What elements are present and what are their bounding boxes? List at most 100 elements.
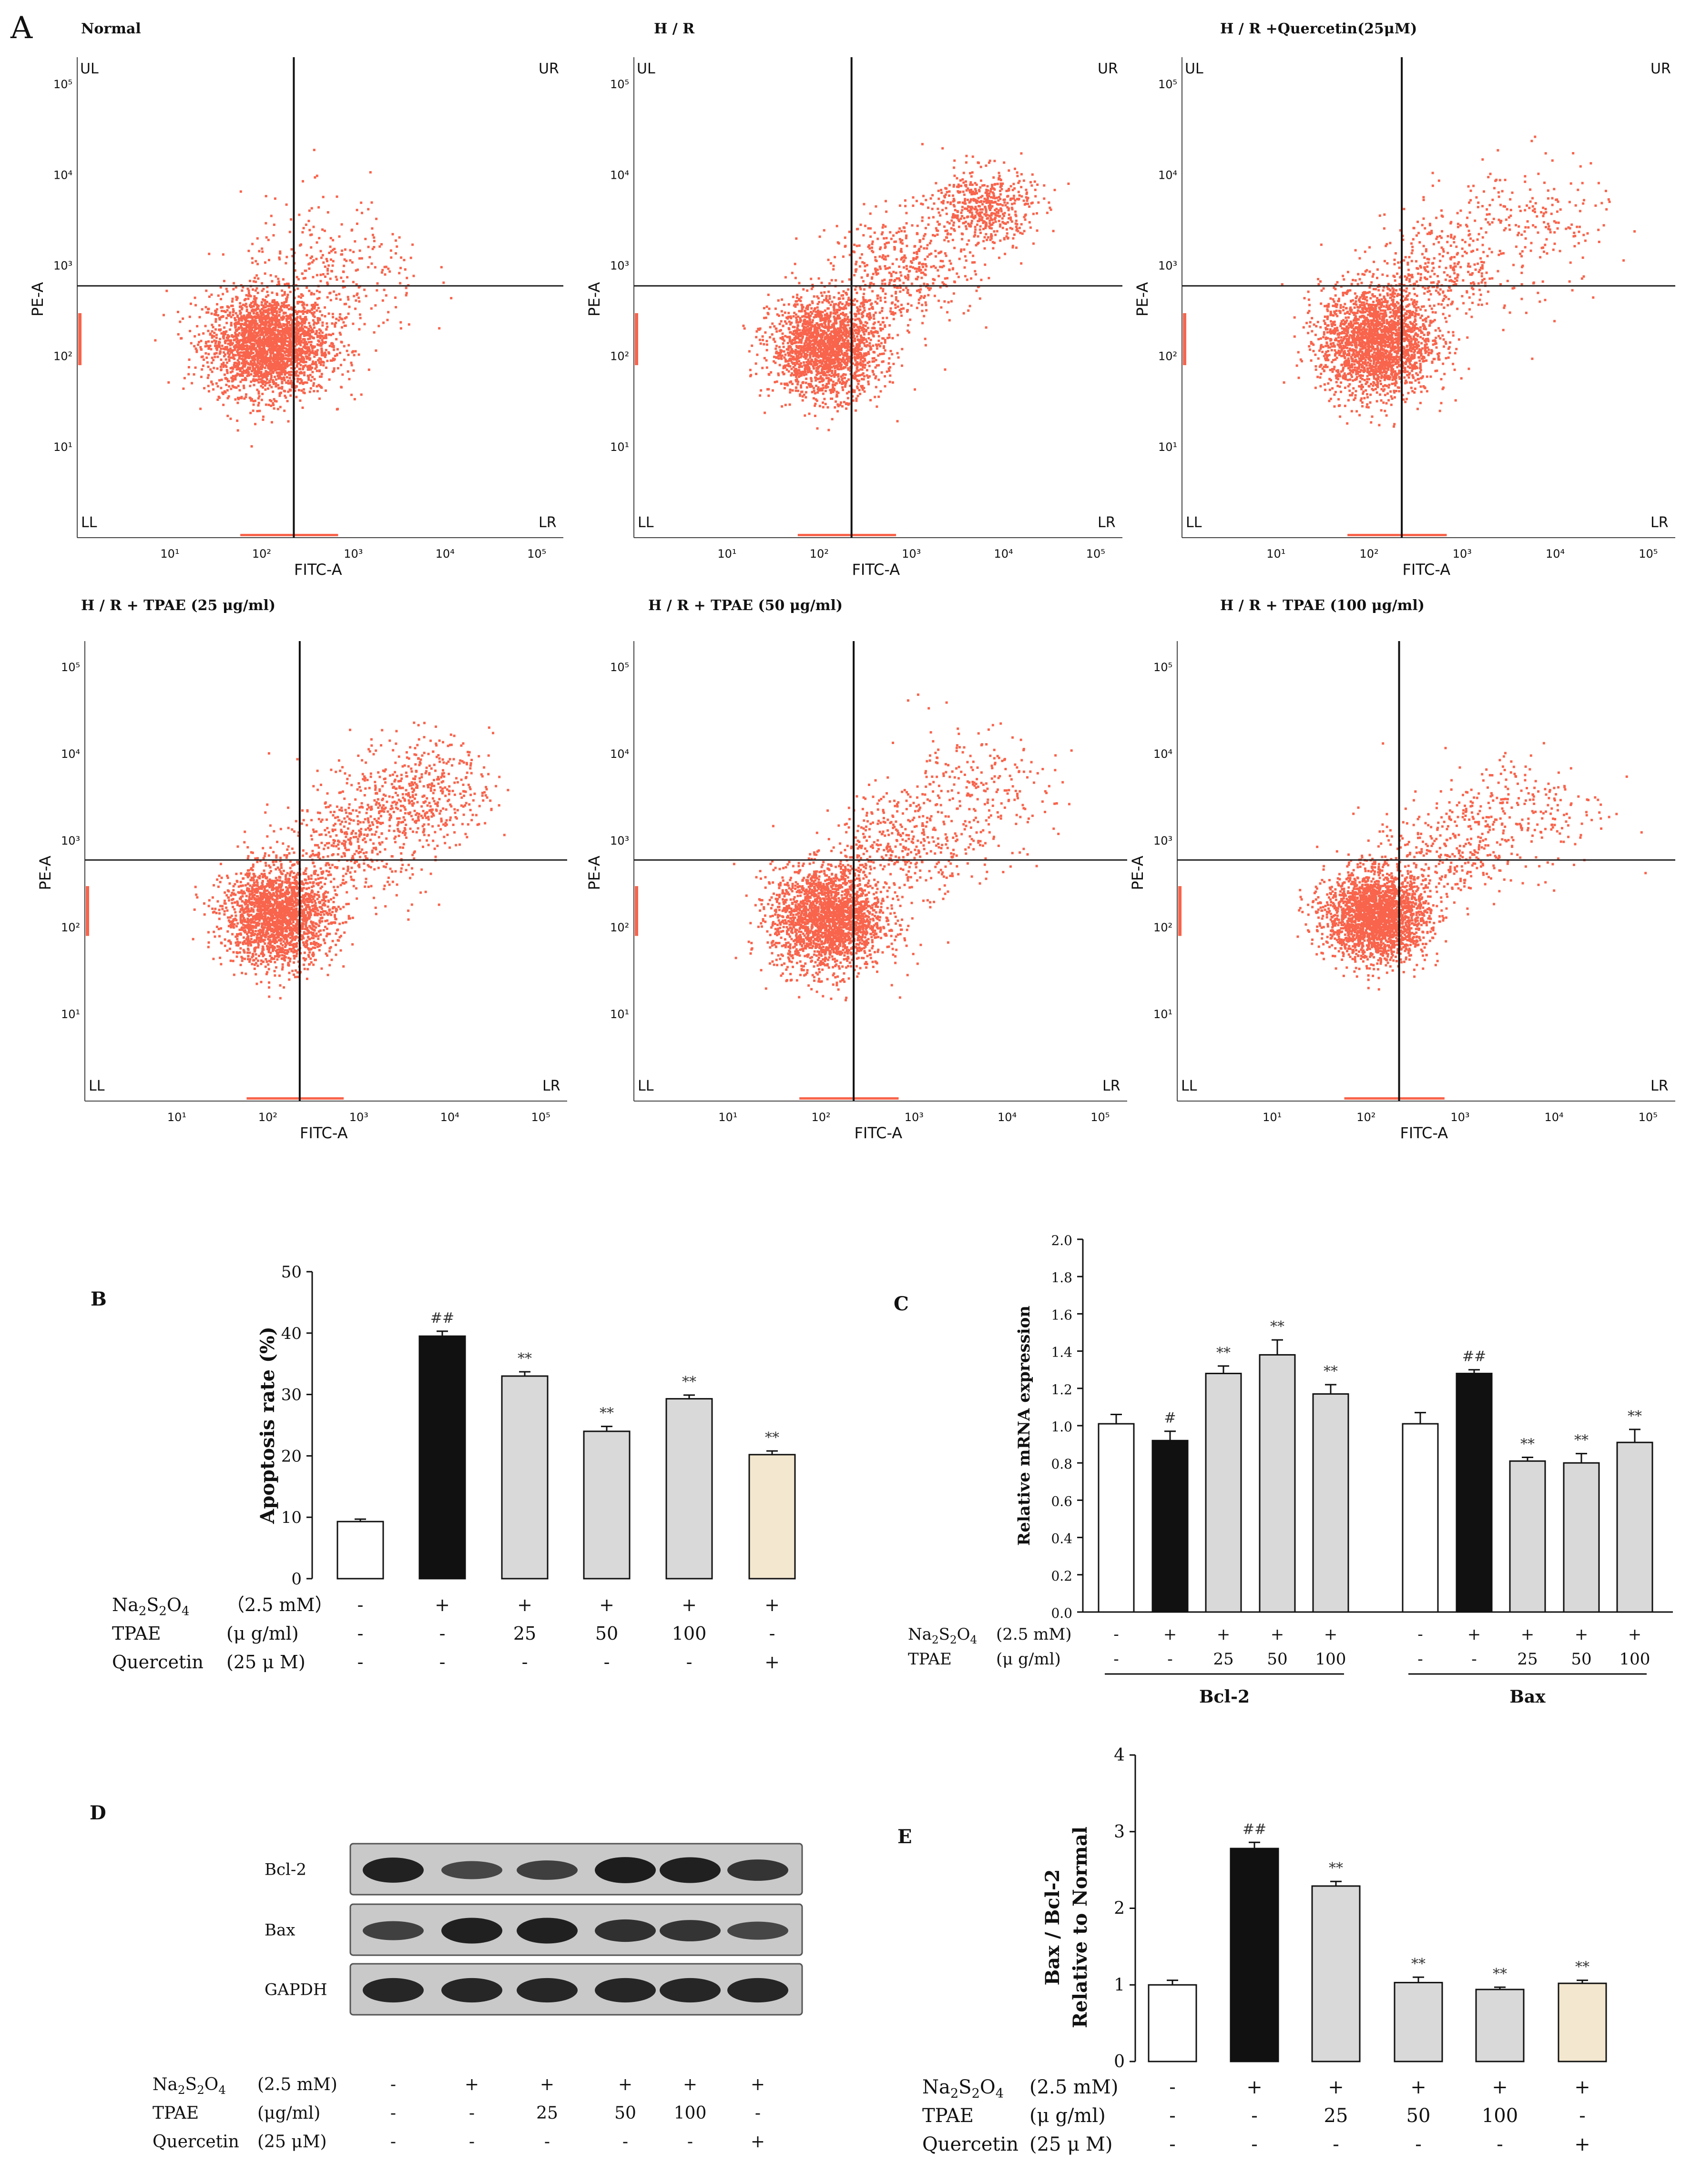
event-dot [325, 258, 328, 260]
event-dot [332, 346, 335, 348]
event-dot [308, 325, 311, 327]
event-dot [249, 295, 252, 297]
event-dot [847, 378, 850, 381]
event-dot [319, 342, 322, 345]
event-dot [281, 377, 284, 380]
event-dot [892, 363, 895, 365]
event-dot [285, 365, 288, 368]
event-dot [307, 337, 310, 340]
event-dot [224, 333, 226, 336]
event-dot [239, 302, 242, 305]
event-dot [789, 391, 792, 394]
event-dot [240, 396, 243, 398]
event-dot [342, 270, 345, 273]
event-dot [800, 355, 803, 357]
event-dot [759, 394, 762, 397]
event-dot [253, 384, 255, 387]
event-dot [288, 357, 291, 360]
event-dot [814, 336, 816, 338]
event-dot [765, 343, 768, 346]
event-dot [265, 323, 268, 326]
event-dot [253, 348, 255, 351]
event-dot [786, 364, 789, 367]
event-dot [264, 326, 266, 329]
event-dot [884, 325, 886, 328]
event-dot [813, 367, 815, 370]
event-dot [260, 359, 263, 362]
event-dot [297, 322, 300, 325]
event-dot [839, 404, 842, 407]
event-dot [837, 346, 840, 349]
event-dot [788, 338, 791, 341]
event-dot [257, 307, 260, 310]
event-dot [264, 381, 267, 384]
event-dot [235, 341, 238, 343]
event-dot [296, 301, 299, 304]
event-dot [868, 365, 871, 367]
event-dot [880, 342, 883, 345]
event-dot [246, 336, 249, 339]
event-dot [285, 203, 288, 206]
event-dot [218, 318, 221, 321]
event-dot [304, 320, 306, 323]
event-dot [325, 353, 327, 356]
event-dot [302, 310, 305, 313]
event-dot [285, 255, 288, 258]
event-dot [257, 332, 260, 334]
event-dot [294, 357, 296, 360]
event-dot [259, 320, 262, 323]
event-dot [256, 365, 259, 367]
event-dot [803, 333, 805, 336]
event-dot [244, 345, 246, 347]
event-dot [801, 315, 804, 318]
event-dot [357, 353, 360, 356]
event-dot [281, 356, 284, 358]
event-dot [245, 308, 248, 311]
quadrant-label-lr: LR [539, 514, 557, 531]
event-dot [819, 350, 822, 353]
event-dot [288, 336, 291, 338]
event-dot [306, 343, 308, 345]
event-dot [236, 429, 239, 432]
event-dot [265, 362, 267, 365]
event-dot [761, 367, 764, 369]
event-dot [795, 318, 798, 321]
event-dot [310, 304, 313, 306]
event-dot [274, 399, 276, 402]
event-dot [270, 362, 273, 365]
event-dot [272, 381, 275, 383]
event-dot [244, 371, 247, 374]
event-dot [256, 373, 259, 376]
event-dot [823, 331, 826, 334]
event-dot [845, 334, 847, 337]
event-dot [797, 376, 800, 378]
event-dot [316, 385, 318, 388]
event-dot [305, 334, 308, 337]
event-dot [847, 390, 850, 393]
event-dot [313, 323, 315, 326]
event-dot [807, 371, 809, 374]
event-dot [804, 340, 807, 343]
event-dot [298, 214, 301, 216]
event-dot [318, 291, 321, 294]
event-dot [875, 343, 877, 346]
event-dot [285, 319, 288, 322]
event-dot [277, 333, 280, 336]
event-dot [234, 378, 237, 381]
event-dot [777, 355, 780, 357]
event-dot [803, 364, 806, 367]
event-dot [879, 299, 882, 302]
event-dot [247, 297, 250, 300]
event-dot [281, 302, 284, 305]
event-dot [222, 315, 224, 318]
event-dot [279, 252, 282, 255]
event-dot [249, 335, 252, 337]
event-dot [804, 367, 806, 370]
event-dot [819, 342, 822, 345]
event-dot [286, 357, 289, 360]
event-dot [316, 390, 319, 393]
event-dot [318, 370, 321, 373]
event-dot [269, 355, 272, 357]
event-dot [267, 365, 270, 368]
event-dot [324, 276, 326, 278]
